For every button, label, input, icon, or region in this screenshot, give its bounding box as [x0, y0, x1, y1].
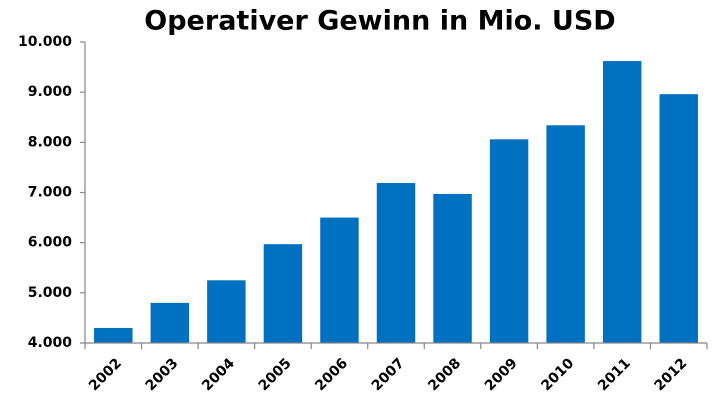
y-tick-label: 4.000: [28, 335, 73, 351]
x-tick-label: 2007: [369, 355, 408, 394]
y-tick-label: 10.000: [18, 34, 72, 50]
x-tick-label: 2009: [482, 355, 521, 394]
x-tick-label: 2010: [538, 355, 577, 394]
y-tick-label: 7.000: [28, 185, 73, 201]
x-tick-label: 2008: [425, 355, 464, 394]
x-tick-label: 2011: [595, 355, 634, 394]
bar: [207, 280, 246, 343]
x-tick-label: 2004: [199, 355, 238, 394]
y-tick-label: 8.000: [28, 134, 73, 150]
bar: [320, 217, 359, 343]
x-tick-label: 2002: [86, 355, 125, 394]
y-tick-label: 5.000: [28, 285, 73, 301]
bar: [150, 302, 190, 343]
chart-title: Operativer Gewinn in Mio. USD: [144, 6, 615, 37]
x-tick-label: 2006: [312, 355, 351, 394]
bar: [94, 327, 133, 343]
x-tick-label: 2005: [256, 355, 295, 394]
x-tick-label: 2012: [652, 355, 691, 394]
bar: [546, 125, 585, 343]
bar: [602, 61, 642, 344]
x-tick-label: 2003: [143, 355, 182, 394]
y-tick-label: 9.000: [28, 84, 73, 100]
bar: [376, 182, 416, 343]
y-tick-label: 6.000: [28, 235, 73, 251]
bar: [263, 244, 303, 343]
bar: [659, 94, 698, 343]
bar: [489, 139, 529, 343]
bar: [433, 194, 472, 343]
